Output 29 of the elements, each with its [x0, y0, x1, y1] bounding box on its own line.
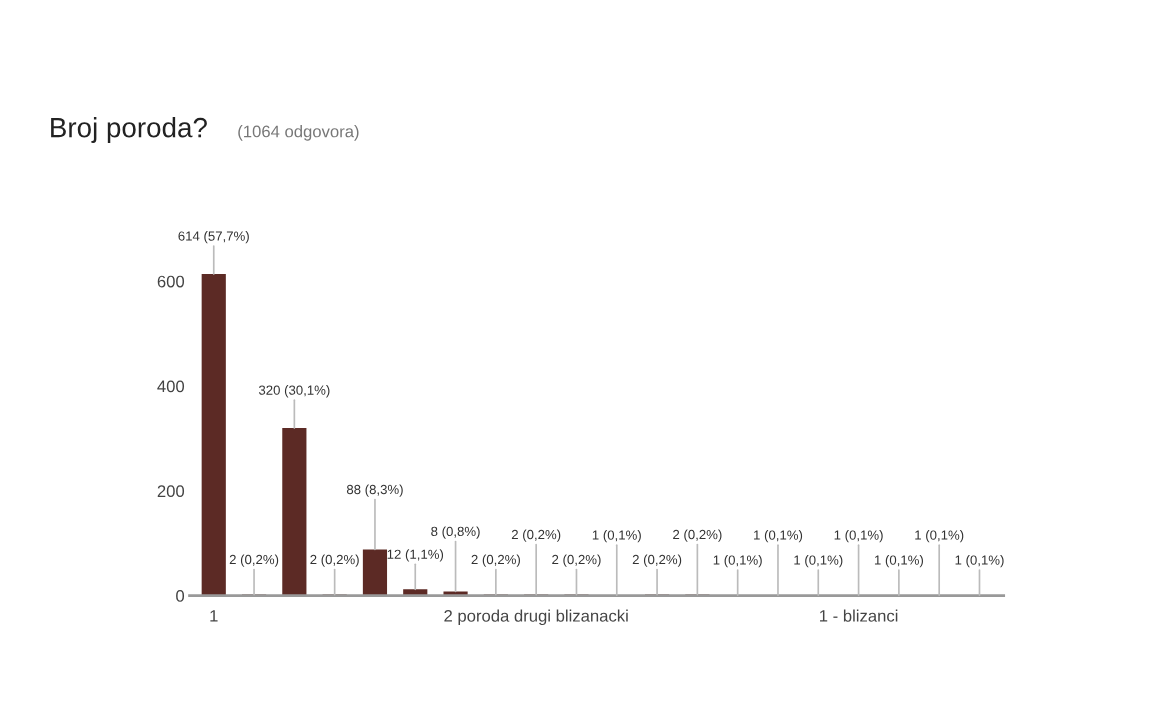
- y-tick-label: 400: [157, 380, 185, 393]
- data-label: 1 (0,1%): [592, 530, 641, 543]
- x-tick-label: 2 poroda drugi blizanacki: [444, 609, 628, 626]
- chart-title: Broj poroda?: [51, 117, 207, 143]
- y-tick-label: 0: [176, 590, 185, 602]
- x-tick-label: 1: [210, 610, 218, 622]
- data-label: 2 (0,2%): [310, 554, 359, 567]
- data-label: 2 (0,2%): [471, 554, 520, 567]
- data-label: 2 (0,2%): [632, 554, 682, 567]
- data-label: 1 (0,1%): [754, 530, 803, 543]
- data-label: 8 (0,8%): [431, 526, 480, 539]
- y-tick-label: 600: [157, 275, 185, 288]
- data-label: 1 (0,1%): [834, 530, 883, 543]
- data-label: 2 (0,2%): [673, 529, 722, 542]
- data-label: 2 (0,2%): [552, 554, 601, 567]
- data-label: 88 (8,3%): [346, 484, 403, 497]
- y-tick-label: 200: [157, 485, 185, 498]
- data-label: 2 (0,2%): [229, 554, 279, 567]
- data-label: 1 (0,1%): [874, 555, 923, 568]
- data-label: 320 (30,1%): [258, 385, 330, 398]
- x-tick-label: 1 - blizanci: [820, 609, 898, 622]
- data-label: 1 (0,1%): [955, 555, 1004, 568]
- data-label: 1 (0,1%): [915, 530, 964, 543]
- chart-subtitle: (1064 odgovora): [238, 125, 359, 141]
- data-label: 1 (0,1%): [713, 555, 762, 568]
- data-label: 1 (0,1%): [794, 555, 843, 568]
- data-label: 2 (0,2%): [511, 529, 561, 542]
- data-label: 614 (57,7%): [178, 231, 249, 244]
- data-label: 12 (1,1%): [387, 549, 444, 562]
